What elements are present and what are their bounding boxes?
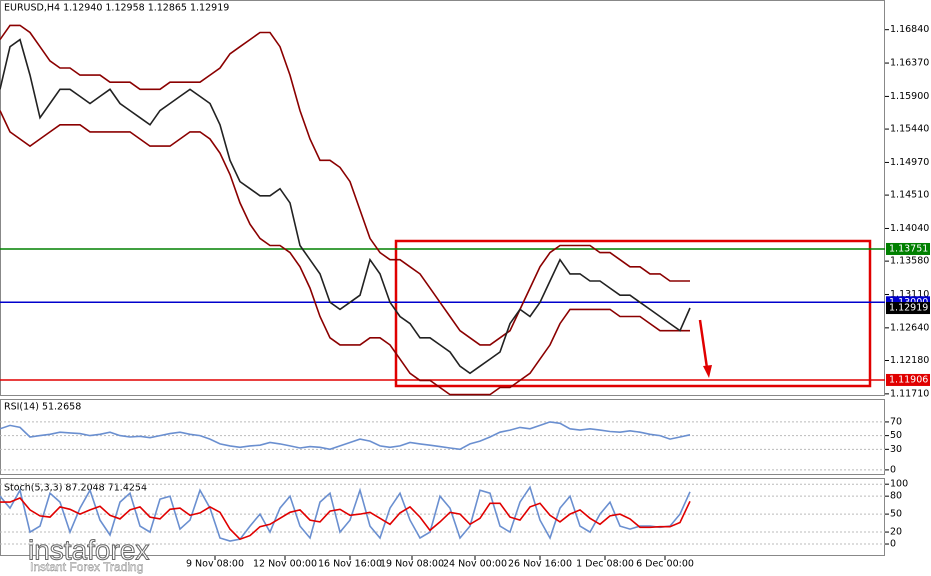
y-tick-label: 1.12180 [890,355,929,366]
level-tag-label: 1.13751 [889,243,928,254]
level-tag [886,373,930,386]
x-tick-label: 26 Nov 16:00 [508,559,572,570]
price-tag-label: 1.12919 [889,303,928,314]
y-tick-label: 0 [890,464,896,475]
y-tick-label: 0 [890,539,896,550]
y-tick-label: 100 [890,479,908,490]
y-tick-label: 50 [890,430,902,441]
y-tick-label: 70 [890,416,902,427]
y-tick-label: 1.15900 [890,91,929,102]
y-tick-label: 50 [890,509,902,520]
watermark-slogan: Instant Forex Trading [30,560,143,574]
y-tick-label: 1.14970 [890,157,929,168]
y-tick-label: 1.14510 [890,190,929,201]
chart-title: EURUSD,H4 1.12940 1.12958 1.12865 1.1291… [4,3,229,14]
arrow-head [703,365,712,378]
x-tick-label: 16 Nov 16:00 [318,559,382,570]
y-tick-label: 1.13110 [890,289,929,300]
y-tick-label: 1.13580 [890,256,929,267]
y-tick-label: 80 [890,491,902,502]
stoch-panel [0,478,885,556]
x-tick-label: 6 Dec 00:00 [636,559,694,570]
rsi-panel [0,399,885,475]
series-line [0,421,691,451]
series-line [0,24,690,346]
stoch-title: Stoch(5,3,3) 87.2048 71.4254 [4,483,147,494]
series-line [0,110,690,396]
y-tick-label: 30 [890,444,902,455]
x-tick-label: 9 Nov 08:00 [186,559,244,570]
y-tick-label: 1.11710 [890,388,929,399]
series-line [0,38,691,375]
y-tick-label: 1.16370 [890,58,929,69]
y-tick-label: 1.15440 [890,124,929,135]
watermark-brand: instaforex [28,534,149,565]
y-tick-label: 20 [890,527,902,538]
rsi-title: RSI(14) 51.2658 [4,402,81,413]
y-tick-label: 1.12640 [890,322,929,333]
down-arrow [698,319,709,369]
series-line [0,497,691,541]
level-tag [886,242,930,255]
x-tick-label: 12 Nov 00:00 [253,559,317,570]
x-tick-label: 1 Dec 08:00 [576,559,634,570]
x-tick-label: 19 Nov 08:00 [380,559,444,570]
price-panel [0,0,885,396]
y-tick-label: 1.16840 [890,24,929,35]
y-tick-label: 1.14040 [890,223,929,234]
range-box [394,239,872,388]
price-tag [886,302,930,315]
level-tag-label: 1.11906 [889,374,928,385]
x-tick-label: 24 Nov 00:00 [443,559,507,570]
